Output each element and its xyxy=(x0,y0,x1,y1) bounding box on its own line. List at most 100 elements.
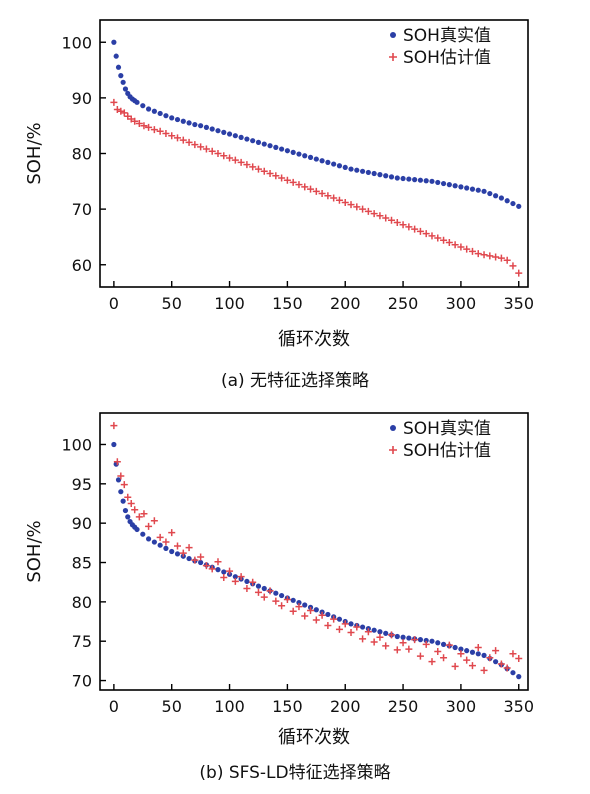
data-point xyxy=(198,559,204,566)
data-point xyxy=(435,640,441,646)
data-point xyxy=(180,118,186,124)
data-point xyxy=(400,634,406,640)
data-point xyxy=(348,621,354,627)
data-point xyxy=(486,654,494,662)
data-point xyxy=(440,641,447,647)
data-point xyxy=(336,163,343,169)
data-point xyxy=(347,629,355,637)
data-point xyxy=(445,239,453,246)
data-point xyxy=(406,635,412,641)
data-point xyxy=(393,218,401,226)
figure-caption: (a) 无特征选择策略 xyxy=(221,371,369,391)
data-point xyxy=(411,636,419,644)
data-point xyxy=(516,674,522,680)
data-point xyxy=(198,123,204,129)
data-point xyxy=(312,187,320,195)
data-point xyxy=(250,138,256,144)
data-point xyxy=(509,650,517,658)
data-point xyxy=(480,666,488,674)
x-tick-label: 50 xyxy=(162,294,182,313)
data-point xyxy=(127,499,135,507)
data-point xyxy=(312,616,320,624)
data-point xyxy=(376,212,384,220)
data-point xyxy=(370,210,378,218)
data-point xyxy=(237,573,245,581)
series-estimated-soh xyxy=(110,422,523,674)
data-point xyxy=(221,569,227,575)
data-point xyxy=(150,517,158,525)
data-point xyxy=(110,422,118,430)
data-point xyxy=(440,654,448,662)
data-point xyxy=(422,640,430,648)
data-point xyxy=(411,225,419,233)
data-point xyxy=(191,141,199,149)
data-point xyxy=(342,164,348,171)
data-point xyxy=(145,106,152,112)
data-point xyxy=(463,656,471,664)
data-point xyxy=(336,616,343,622)
data-point xyxy=(481,652,487,658)
data-point xyxy=(509,262,517,270)
data-point xyxy=(313,156,319,162)
data-point xyxy=(475,651,481,657)
data-point xyxy=(145,123,153,131)
data-point xyxy=(115,477,122,483)
legend-label: SOH估计值 xyxy=(403,48,491,68)
data-point xyxy=(393,646,401,654)
data-point xyxy=(510,200,516,207)
data-point xyxy=(376,633,384,641)
data-point xyxy=(260,167,268,175)
data-point xyxy=(202,145,210,153)
data-point xyxy=(122,86,129,92)
chart-b: 0 50 100 150 200 250 300 350 70 75 80 85 90 95 100 循环次数… xyxy=(24,412,534,783)
data-point xyxy=(279,592,285,599)
data-point xyxy=(110,98,118,106)
data-point xyxy=(111,441,117,448)
data-point xyxy=(428,232,436,240)
data-point xyxy=(318,190,326,198)
data-point xyxy=(215,566,221,573)
data-point xyxy=(406,176,412,182)
data-point xyxy=(120,79,126,85)
data-point xyxy=(445,641,453,649)
y-tick-label: 70 xyxy=(72,672,92,691)
x-tick-label: 200 xyxy=(330,294,361,313)
data-point xyxy=(324,621,332,629)
data-point xyxy=(135,119,143,127)
data-point xyxy=(113,458,121,466)
data-point xyxy=(452,644,458,651)
data-point xyxy=(243,161,251,169)
data-point xyxy=(266,587,274,595)
data-point xyxy=(169,115,175,121)
data-point xyxy=(255,139,262,145)
data-point xyxy=(302,602,308,608)
data-point xyxy=(226,567,234,575)
data-point xyxy=(131,117,139,125)
legend-dot-icon xyxy=(390,425,396,431)
data-point xyxy=(382,642,390,650)
data-point xyxy=(197,143,205,151)
data-point xyxy=(365,169,371,176)
y-axis-label: SOH/% xyxy=(24,122,45,184)
data-point xyxy=(278,602,286,610)
data-point xyxy=(440,236,448,244)
data-point xyxy=(428,658,436,666)
data-point xyxy=(156,533,164,541)
data-point xyxy=(255,583,262,589)
y-tick-label: 100 xyxy=(61,435,92,454)
data-point xyxy=(185,138,193,146)
data-point xyxy=(307,154,314,160)
data-point xyxy=(335,625,343,633)
data-point xyxy=(359,168,366,174)
data-point xyxy=(283,176,291,184)
x-tick-label: 100 xyxy=(214,294,245,313)
data-point xyxy=(168,132,176,140)
data-point xyxy=(399,221,407,229)
y-tick-label: 85 xyxy=(72,554,92,573)
x-tick-label: 350 xyxy=(503,294,534,313)
data-point xyxy=(341,198,349,206)
data-point xyxy=(324,192,332,200)
data-point xyxy=(135,513,143,521)
data-point xyxy=(388,216,396,224)
data-point xyxy=(416,652,424,660)
